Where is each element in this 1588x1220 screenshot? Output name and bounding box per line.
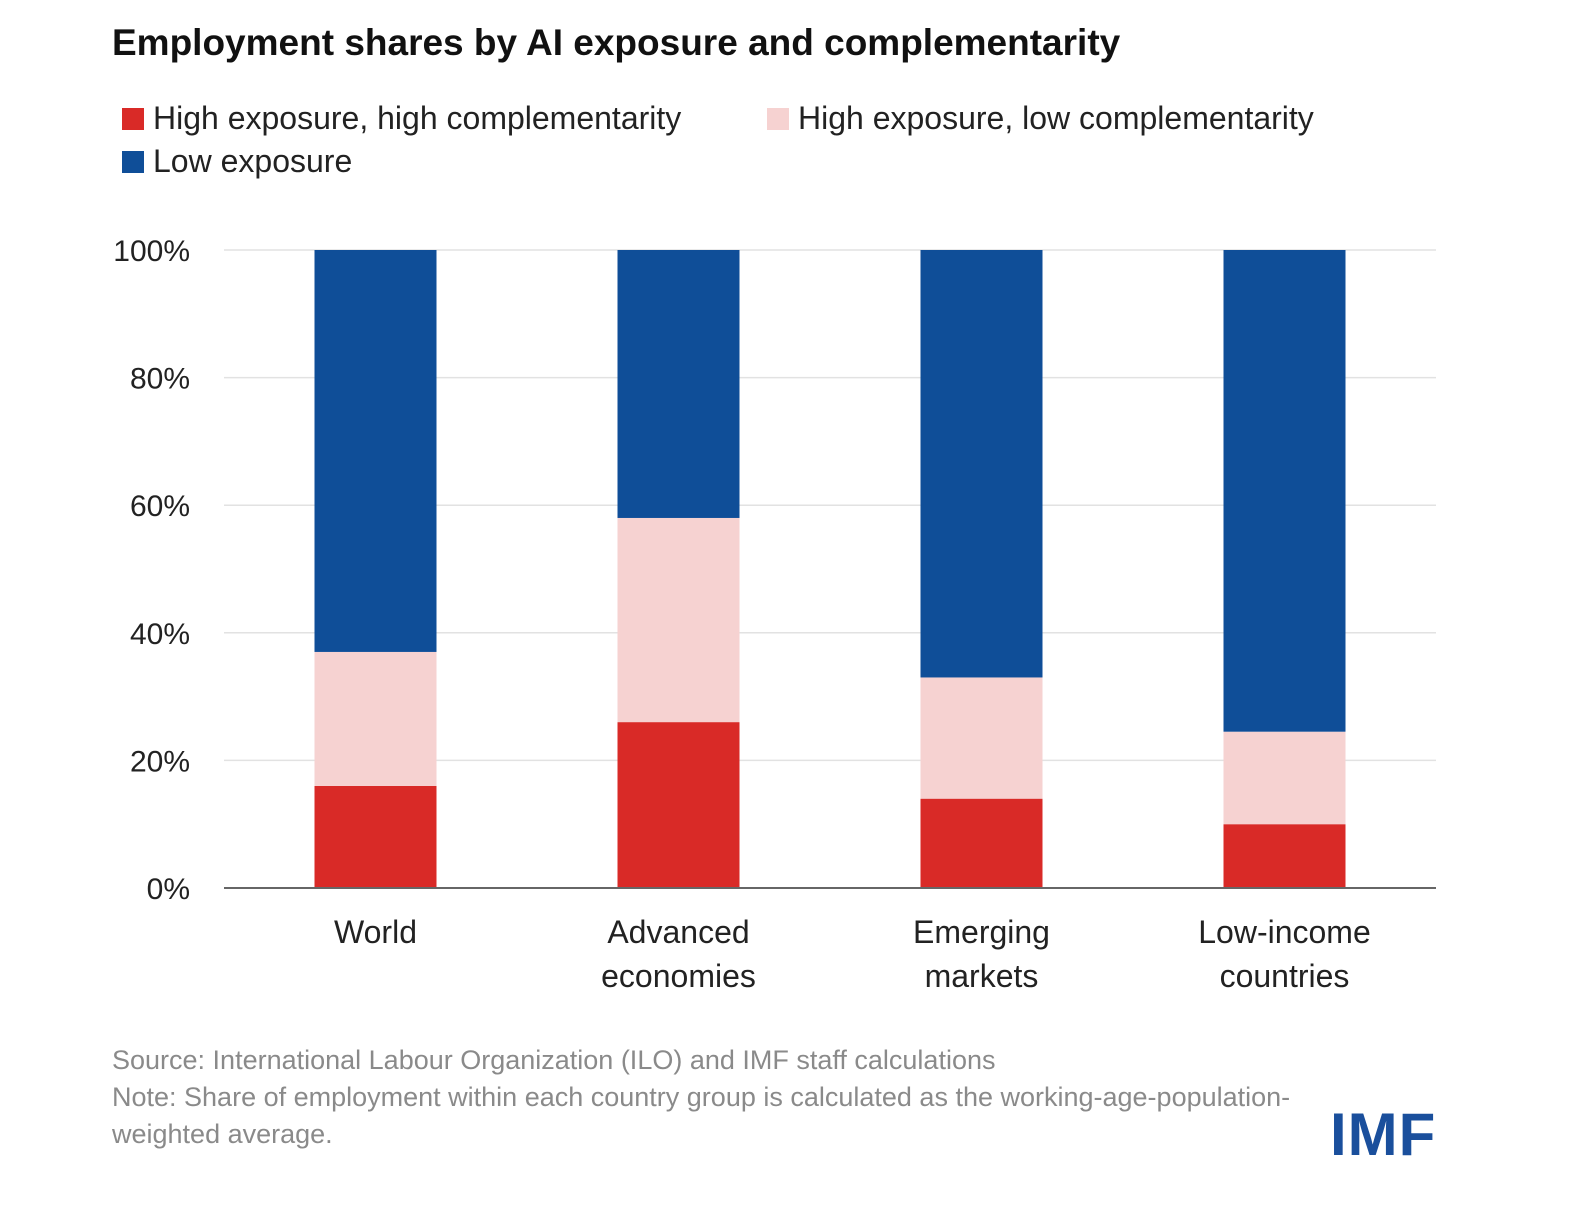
legend-label: High exposure, low complementarity: [798, 100, 1314, 136]
x-category-label: World: [334, 914, 417, 950]
legend-swatch: [122, 107, 144, 130]
bar-segment: [920, 677, 1043, 799]
legend-label: High exposure, high complementarity: [153, 100, 682, 136]
x-category-label: markets: [925, 958, 1039, 994]
bar-segment: [920, 798, 1043, 888]
x-category-label: Low-income: [1198, 914, 1371, 950]
bar-segment: [314, 250, 437, 652]
bar-segment: [1223, 824, 1346, 888]
bar-segment: [617, 250, 740, 518]
x-category-label: economies: [601, 958, 756, 994]
legend-swatch: [122, 150, 144, 173]
stacked-bar-chart: 0% 20% 40% 60% 80% 100% World Advanced economies…: [113, 235, 1436, 994]
y-tick-label: 0%: [147, 873, 190, 906]
bar-segment: [314, 651, 437, 786]
x-category-label: Emerging: [913, 914, 1050, 950]
imf-logo: IMF: [1330, 1101, 1437, 1168]
legend-swatch: [767, 107, 789, 130]
legend-item-low: Low exposure: [122, 143, 352, 180]
note-text: Note: Share of employment within each co…: [112, 1082, 1291, 1149]
y-tick-label: 40%: [130, 618, 190, 651]
x-category-label: Advanced: [607, 914, 749, 950]
y-tick-label: 100%: [113, 235, 190, 268]
bar-segment: [1223, 250, 1346, 732]
chart-title: Employment shares by AI exposure and com…: [112, 22, 1121, 63]
source-text: Source: International Labour Organizatio…: [112, 1045, 996, 1075]
legend-item-high-high: High exposure, high complementarity: [122, 100, 681, 137]
x-category-label: countries: [1220, 958, 1350, 994]
y-tick-label: 60%: [130, 490, 190, 523]
legend-label: Low exposure: [153, 143, 353, 179]
bar-segment: [1223, 731, 1346, 825]
y-tick-label: 20%: [130, 745, 190, 778]
legend-item-high-low: High exposure, low complementarity: [767, 100, 1314, 137]
bar-segment: [617, 517, 740, 723]
bar-segment: [617, 722, 740, 888]
bar-segment: [314, 785, 437, 888]
y-tick-label: 80%: [130, 363, 190, 396]
chart-notes: Source: International Labour Organizatio…: [112, 1042, 1292, 1153]
bar-segment: [920, 250, 1043, 678]
